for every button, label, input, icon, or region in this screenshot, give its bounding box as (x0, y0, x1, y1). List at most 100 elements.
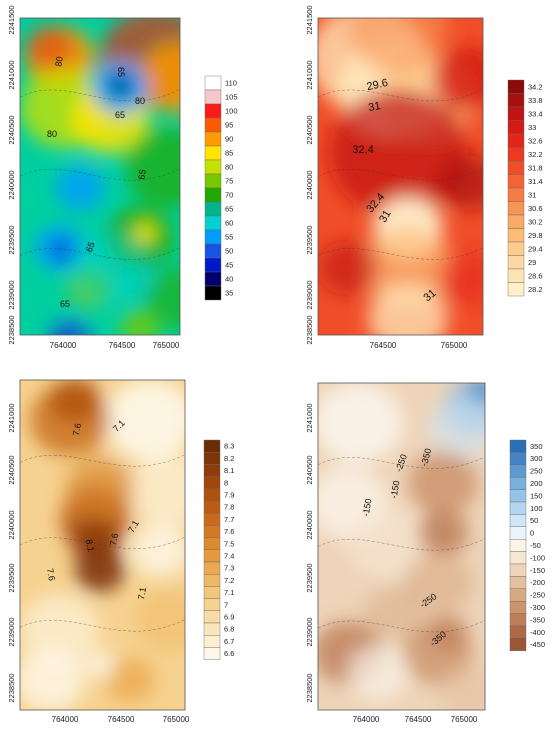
y-tick-label: 2241000 (305, 60, 314, 89)
y-tick-label: 2238500 (305, 315, 314, 344)
colorbar-label: 50 (530, 516, 538, 525)
contour-line (20, 619, 185, 632)
y-tick-label: 2240500 (305, 115, 314, 144)
colorbar-label: 55 (225, 233, 233, 242)
colorbar-swatch (509, 514, 527, 528)
contour-line (318, 456, 485, 469)
contour-label: 31 (367, 100, 381, 114)
panel-1-frame (19, 17, 181, 336)
y-tick-label: 2238500 (7, 315, 16, 344)
colorbar-label: 30.2 (528, 217, 543, 226)
colorbar-label: 80 (225, 163, 233, 172)
colorbar-swatch (509, 625, 527, 639)
panel-1-x-ticks: 764000 764500 765000 (50, 341, 180, 350)
heatmap-cell (110, 77, 130, 95)
colorbar-swatch (204, 215, 222, 231)
x-tick-label: 764000 (52, 715, 79, 724)
colorbar-swatch (203, 610, 221, 624)
y-tick-label: 2240000 (7, 170, 16, 199)
y-tick-label: 2238500 (305, 673, 314, 702)
heatmap-cell (318, 383, 403, 464)
heatmap-cell (428, 615, 468, 651)
heatmap-cell (418, 510, 468, 556)
colorbar-label: 7.2 (224, 576, 234, 585)
colorbar-label: -250 (530, 591, 545, 600)
colorbar-label: 7.3 (224, 564, 234, 573)
colorbar-label: 7.5 (224, 539, 234, 548)
panel-2-colorbar: 34.2 33.8 33.4 33 32.6 32.2 31.8 31.4 31 30.6 30.2… (507, 79, 543, 297)
y-tick-label: 2241000 (305, 403, 314, 432)
contour-label: 65 (115, 110, 125, 120)
colorbar-swatch (509, 464, 527, 478)
colorbar-swatch (204, 117, 222, 133)
colorbar-swatch (507, 79, 525, 94)
heatmap-cell (145, 266, 180, 330)
heatmap-cell (50, 380, 100, 423)
x-tick-label: 764000 (353, 715, 380, 724)
heatmap-cell (135, 588, 185, 652)
colorbar-swatch (509, 439, 527, 453)
colorbar-label: 7.4 (224, 552, 234, 561)
contour-label: 80 (53, 56, 65, 68)
contour-label: 7.6 (108, 532, 120, 546)
y-tick-label: 2240000 (305, 170, 314, 199)
y-tick-label: 2241500 (7, 5, 16, 34)
panel-4: 2241000 2240500 2240000 2239500 2239000 22385… (305, 382, 545, 724)
contour-label: 7.6 (45, 567, 57, 581)
colorbar-label: 34.2 (528, 82, 543, 91)
colorbar-swatch (203, 525, 221, 538)
colorbar-label: 8.1 (224, 466, 234, 475)
colorbar-swatch (204, 201, 222, 217)
panel-4-frame (317, 382, 486, 711)
colorbar-label: -400 (530, 628, 545, 637)
panel-1-heatmap (20, 18, 180, 335)
colorbar-label: 8.2 (224, 454, 234, 463)
x-tick-label: 765000 (153, 341, 180, 350)
contour-label: 7.6 (71, 422, 83, 436)
colorbar-label: 6.8 (224, 625, 234, 634)
colorbar-swatch (204, 187, 222, 203)
y-tick-label: 2240500 (7, 455, 16, 484)
contour-line (20, 454, 185, 467)
heatmap-cell (20, 648, 85, 710)
panel-4-heatmap (318, 383, 485, 710)
x-tick-label: 764500 (370, 341, 397, 350)
colorbar-swatch (509, 477, 527, 490)
colorbar-label: 6.9 (224, 613, 234, 622)
colorbar-label: -100 (530, 553, 545, 562)
colorbar-swatch (509, 489, 527, 503)
colorbar-swatch (507, 268, 525, 283)
heatmap-cell (25, 25, 75, 71)
heatmap-cell (20, 594, 100, 666)
colorbar-swatch (507, 120, 525, 135)
colorbar-label: 7.6 (224, 527, 234, 536)
heatmap-cell (55, 165, 105, 211)
colorbar-label: 300 (530, 454, 543, 463)
x-tick-label: 764500 (405, 715, 432, 724)
heatmap-cell (140, 42, 180, 114)
colorbar-swatch (509, 452, 527, 465)
colorbar-label: 60 (225, 219, 233, 228)
x-tick-label: 765000 (441, 341, 468, 350)
colorbar-swatch (507, 174, 525, 189)
colorbar-label: 6.7 (224, 637, 234, 646)
contour-line (20, 247, 180, 260)
colorbar-label: 150 (530, 491, 543, 500)
colorbar-swatch (509, 576, 527, 590)
colorbar-swatch (507, 214, 525, 229)
colorbar-label: 7.1 (224, 588, 234, 597)
heatmap-cell (130, 523, 185, 577)
colorbar-label: 8.3 (224, 442, 234, 451)
contour-label: 29.6 (366, 77, 389, 93)
heatmap-cell (130, 454, 185, 526)
contour-label: 65 (84, 241, 97, 254)
colorbar-label: -50 (530, 541, 541, 550)
heatmap-cell (125, 127, 180, 209)
heatmap-cell (70, 232, 150, 304)
colorbar-label: 29 (528, 258, 536, 267)
x-tick-label: 764500 (108, 715, 135, 724)
heatmap-cell (363, 586, 423, 640)
contour-label: 65 (60, 299, 70, 309)
heatmap-cell (368, 282, 448, 335)
